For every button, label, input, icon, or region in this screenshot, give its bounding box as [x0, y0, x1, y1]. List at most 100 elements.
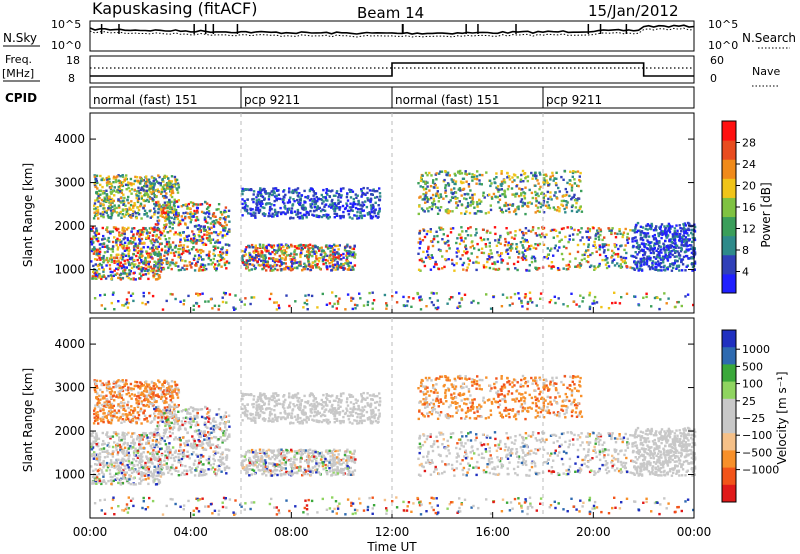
- power-cell: [536, 243, 540, 247]
- power-cell: [531, 177, 534, 180]
- power-cell: [133, 248, 136, 252]
- power-cell: [436, 186, 439, 189]
- power-cell: [360, 188, 363, 191]
- power-cell: [273, 208, 277, 212]
- power-cell: [291, 189, 294, 193]
- power-cell: [200, 269, 203, 272]
- power-cell: [335, 191, 338, 195]
- power-cell: [356, 304, 359, 307]
- power-cell: [500, 252, 504, 255]
- power-cell: [666, 259, 670, 262]
- power-cell: [374, 201, 377, 204]
- power-cell: [151, 249, 154, 253]
- power-cell: [207, 206, 210, 209]
- power-cell: [273, 301, 276, 304]
- power-cell: [423, 235, 427, 239]
- power-cell: [490, 252, 493, 255]
- velocity-cell: [159, 419, 162, 422]
- power-cell: [320, 193, 323, 197]
- power-cell: [534, 211, 537, 214]
- power-cell: [496, 185, 500, 188]
- power-cell: [122, 203, 125, 206]
- power-cell: [511, 247, 514, 250]
- power-cell: [142, 241, 145, 245]
- power-cell: [522, 246, 525, 249]
- power-cell: [307, 254, 310, 257]
- velocity-cell: [96, 386, 99, 390]
- power-cell: [282, 195, 285, 198]
- power-cell: [587, 255, 590, 258]
- power-cell: [146, 301, 150, 304]
- power-cell: [282, 245, 285, 249]
- velocity-cell: [161, 390, 165, 394]
- power-cell: [611, 261, 614, 264]
- power-cell: [460, 298, 463, 301]
- power-cell: [115, 190, 118, 193]
- power-cell: [344, 246, 347, 249]
- power-cell: [315, 208, 318, 212]
- power-cell: [149, 239, 152, 242]
- power-cell: [206, 237, 209, 240]
- power-cell: [222, 291, 226, 295]
- power-cell: [97, 200, 100, 203]
- power-cell: [369, 204, 373, 207]
- power-cell: [203, 218, 207, 221]
- power-cell: [200, 239, 203, 242]
- power-cell: [296, 266, 299, 270]
- power-cell: [331, 198, 334, 202]
- power-cell: [426, 185, 429, 188]
- power-cell: [578, 207, 582, 210]
- power-cell: [576, 199, 579, 202]
- velocity-cell: [113, 399, 116, 402]
- power-cell: [635, 223, 638, 227]
- power-cell: [153, 260, 156, 263]
- power-cell: [505, 204, 508, 207]
- power-cell: [252, 197, 255, 201]
- power-cell: [168, 225, 171, 229]
- power-cell: [325, 213, 328, 216]
- power-cell: [522, 191, 525, 194]
- power-cell: [675, 264, 679, 268]
- power-cell: [123, 236, 126, 239]
- power-cell: [158, 263, 161, 266]
- power-cell: [534, 243, 537, 246]
- power-cell: [140, 259, 143, 262]
- power-cell: [429, 268, 433, 271]
- power-cell: [315, 257, 318, 260]
- date-label: 15/Jan/2012: [588, 2, 679, 20]
- power-cell: [157, 227, 160, 231]
- power-cell: [659, 227, 662, 230]
- power-cell: [245, 259, 248, 262]
- power-cell: [133, 202, 136, 205]
- power-cell: [471, 202, 475, 206]
- power-cell: [573, 228, 576, 232]
- power-cell: [110, 256, 113, 259]
- freq-line: [90, 62, 694, 77]
- power-cell: [267, 265, 270, 269]
- power-cell: [277, 193, 281, 196]
- power-cell: [252, 246, 255, 249]
- power-cell: [577, 265, 580, 268]
- power-cell: [99, 189, 103, 192]
- power-cell: [391, 295, 394, 298]
- power-cell: [531, 301, 534, 304]
- power-cell: [268, 207, 272, 210]
- velocity-cell: [125, 415, 128, 418]
- power-cell: [153, 265, 156, 268]
- power-cell: [433, 203, 437, 206]
- power-cell: [385, 307, 388, 310]
- power-cell: [447, 210, 450, 214]
- power-cell: [630, 254, 633, 258]
- power-cell: [647, 240, 650, 244]
- power-cell: [244, 297, 247, 300]
- power-cell: [103, 199, 106, 203]
- power-cell: [160, 242, 163, 245]
- power-cell: [129, 208, 133, 211]
- power-cell: [168, 222, 172, 225]
- power-cell: [163, 223, 166, 227]
- power-cell: [338, 264, 341, 268]
- power-cell: [520, 256, 524, 260]
- power-cell: [273, 260, 277, 264]
- power-cell: [118, 234, 121, 237]
- power-cell: [652, 238, 656, 241]
